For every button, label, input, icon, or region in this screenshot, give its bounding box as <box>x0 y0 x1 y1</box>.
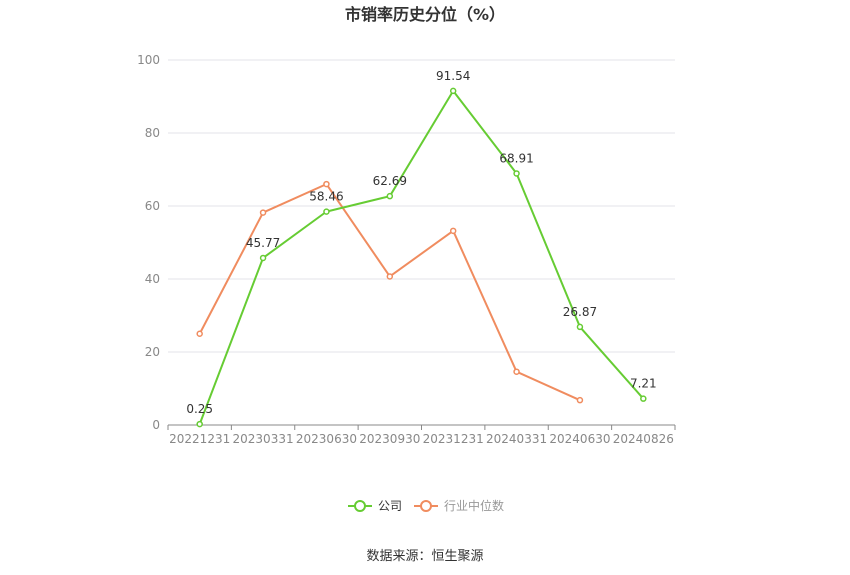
x-tick-label: 20231231 <box>423 432 484 446</box>
data-labels: 0.25 45.77 58.46 62.69 91.54 68.91 26.87 7.21 <box>186 69 656 416</box>
x-tick-label: 20230331 <box>233 432 294 446</box>
chart-title: 市销率历史分位（%） <box>345 5 505 24</box>
series-layer <box>196 87 647 428</box>
data-point <box>576 396 584 404</box>
data-label: 45.77 <box>246 236 280 250</box>
x-tick-label: 20240826 <box>613 432 674 446</box>
y-tick-label: 60 <box>145 199 160 213</box>
data-point <box>449 227 457 235</box>
data-point <box>259 209 267 216</box>
data-point <box>386 273 394 280</box>
source-note: 数据来源：恒生聚源 <box>366 549 483 564</box>
x-tick-label: 20240331 <box>486 432 547 446</box>
data-point <box>576 323 584 331</box>
series-line-1 <box>198 183 581 402</box>
y-tick-label: 0 <box>152 418 160 432</box>
data-point <box>640 395 647 402</box>
y-tick-label: 100 <box>137 53 160 67</box>
x-axis: 20221231 20230331 20230630 20230930 20231231… <box>167 424 676 446</box>
x-tick-label: 20230630 <box>296 432 357 446</box>
data-point <box>513 368 520 375</box>
y-tick-label: 40 <box>145 272 160 286</box>
legend-label: 行业中位数 <box>444 498 504 513</box>
y-tick-label: 20 <box>145 345 160 359</box>
data-label: 68.91 <box>499 151 533 165</box>
data-point <box>449 87 457 95</box>
series-line-0 <box>198 89 645 425</box>
data-point <box>513 170 520 177</box>
legend-item-0[interactable]: 公司 <box>348 499 402 513</box>
data-label: 58.46 <box>309 190 343 204</box>
data-label: 91.54 <box>436 69 470 83</box>
grid <box>168 59 675 353</box>
legend-swatch-marker <box>420 500 432 512</box>
data-label: 62.69 <box>373 174 407 188</box>
data-point <box>386 192 394 200</box>
data-point <box>196 420 203 428</box>
data-label: 7.21 <box>630 377 657 391</box>
data-label: 26.87 <box>563 305 597 319</box>
data-point <box>259 254 267 262</box>
legend-item-1[interactable]: 行业中位数 <box>414 498 504 513</box>
y-axis: 0 20 40 60 80 100 <box>137 53 160 432</box>
legend-label: 公司 <box>378 499 402 513</box>
legend-swatch-marker <box>354 500 366 512</box>
y-tick-label: 80 <box>145 126 160 140</box>
legend[interactable]: 公司 行业中位数 <box>348 498 504 513</box>
data-label: 0.25 <box>186 402 213 416</box>
data-point <box>323 208 330 215</box>
data-point <box>323 180 330 188</box>
data-point <box>196 330 203 337</box>
x-tick-label: 20221231 <box>169 432 230 446</box>
x-tick-label: 20230930 <box>359 432 420 446</box>
x-tick-label: 20240630 <box>549 432 610 446</box>
